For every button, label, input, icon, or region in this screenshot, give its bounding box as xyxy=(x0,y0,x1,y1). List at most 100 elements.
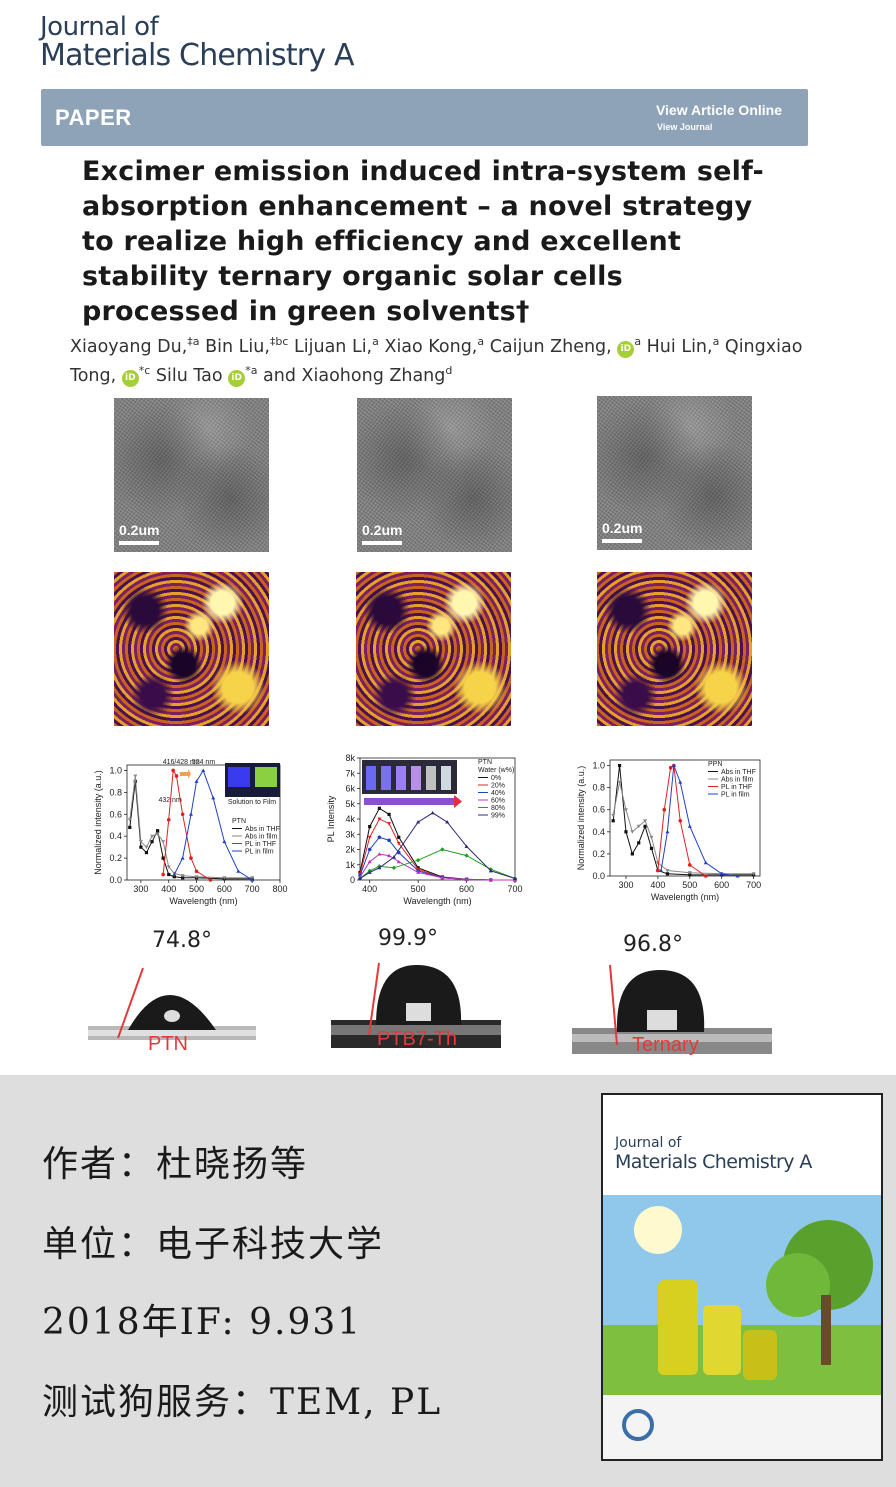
author-name[interactable]: Silu Tao xyxy=(155,365,223,386)
y-tick-label: 6k xyxy=(345,784,355,794)
y-tick-label: 0.0 xyxy=(592,871,605,881)
data-point xyxy=(387,853,392,858)
y-tick-label: 1.0 xyxy=(592,761,605,771)
legend-title: PPN xyxy=(708,761,722,768)
peak-annotation: 524 nm xyxy=(192,759,216,766)
data-point xyxy=(387,822,392,826)
orcid-icon[interactable]: iD xyxy=(617,340,635,358)
data-point xyxy=(358,876,362,880)
data-point xyxy=(127,818,132,822)
data-point xyxy=(611,819,615,823)
data-point xyxy=(387,838,391,843)
data-point xyxy=(440,875,445,880)
scale-label: 0.2um xyxy=(119,522,160,538)
data-point xyxy=(367,859,372,864)
data-point xyxy=(128,825,132,830)
data-point xyxy=(416,866,420,870)
author-affiliation-marker: ‡a xyxy=(187,335,200,348)
data-point xyxy=(367,870,372,874)
data-point xyxy=(643,824,647,828)
y-tick-label: 0.4 xyxy=(592,827,605,837)
journal-name-line2: Materials Chemistry A xyxy=(40,38,355,73)
afm-image-ternary xyxy=(597,572,752,726)
series-line xyxy=(660,765,738,877)
view-article-online-link[interactable]: View Article Online xyxy=(655,102,782,118)
x-tick-label: 700 xyxy=(245,884,260,894)
author-name[interactable]: Qingxiao Tong, xyxy=(70,336,803,386)
data-point xyxy=(194,869,199,874)
author-name[interactable]: Xiaoyang Du, xyxy=(70,336,188,357)
data-point xyxy=(688,873,692,877)
water-gradient-arrow xyxy=(364,798,454,805)
data-point xyxy=(430,810,435,815)
data-point xyxy=(656,868,660,873)
legend-entry: 80% xyxy=(491,805,505,812)
author-name[interactable]: Hui Lin, xyxy=(646,336,713,357)
data-point xyxy=(188,812,193,816)
data-point xyxy=(150,840,154,844)
contact-angle-value: 96.8° xyxy=(623,932,683,957)
data-point xyxy=(368,825,372,829)
series-line xyxy=(612,765,754,876)
data-point xyxy=(440,847,445,852)
author-name[interactable]: Xiao Kong, xyxy=(384,336,478,357)
data-point xyxy=(665,829,670,834)
data-point xyxy=(636,824,641,829)
cover-illustration xyxy=(603,1195,881,1459)
y-tick-label: 3k xyxy=(345,829,355,839)
x-tick-label: 400 xyxy=(161,884,176,894)
author-name[interactable]: Lijuan Li, xyxy=(294,336,373,357)
x-axis-label: Wavelength (nm) xyxy=(169,896,237,906)
data-point xyxy=(172,872,177,877)
peak-annotation: 432 nm xyxy=(158,797,182,804)
data-point xyxy=(396,841,401,846)
data-point xyxy=(139,845,143,849)
data-point xyxy=(194,779,199,783)
data-point xyxy=(391,855,396,859)
data-point xyxy=(488,878,493,882)
x-tick-label: 500 xyxy=(411,884,426,894)
data-point xyxy=(623,808,628,812)
data-point xyxy=(687,871,692,875)
data-point xyxy=(464,844,469,848)
data-point xyxy=(150,834,155,839)
y-axis-label: PL Intensity xyxy=(326,795,336,842)
y-axis-label: Normalized intensity (a.u.) xyxy=(576,766,586,871)
view-journal-link[interactable]: View Journal xyxy=(657,122,713,132)
y-tick-label: 8k xyxy=(345,753,355,763)
data-point xyxy=(189,856,193,860)
orcid-icon[interactable]: iD xyxy=(121,369,139,387)
data-point xyxy=(416,870,421,874)
y-tick-label: 4k xyxy=(345,814,355,824)
data-point xyxy=(643,819,648,823)
author-affiliation-marker: a xyxy=(477,335,485,348)
data-point xyxy=(671,763,676,768)
article-title: Excimer emission induced intra-system se… xyxy=(82,156,764,327)
data-point xyxy=(236,869,241,873)
author-name[interactable]: and Xiaohong Zhang xyxy=(263,365,446,386)
author-name[interactable]: Caijun Zheng, xyxy=(489,336,612,357)
series-line xyxy=(359,853,515,881)
x-tick-label: 700 xyxy=(746,880,761,890)
data-point xyxy=(751,872,756,876)
chart-ptn-aie-pl: 400 500 600 700 0 1k 2k 3k 4k 5k 6k 7k 8k Wavelength … xyxy=(326,752,530,912)
series-line xyxy=(612,781,754,875)
legend-title: PTN xyxy=(232,818,246,825)
author-name[interactable]: Bin Liu, xyxy=(205,336,270,357)
data-point xyxy=(377,806,381,810)
author-affiliation-marker: *a xyxy=(245,363,258,377)
data-point xyxy=(166,865,171,869)
series-line xyxy=(359,848,516,879)
y-tick-label: 0.4 xyxy=(109,831,122,841)
orcid-icon[interactable]: iD xyxy=(228,369,246,387)
x-tick-label: 300 xyxy=(618,880,633,890)
contact-angle-value: 74.8° xyxy=(152,928,212,953)
data-point xyxy=(201,768,206,772)
article-type-label: PAPER xyxy=(55,105,132,130)
data-point xyxy=(649,835,654,840)
inset-film-sample xyxy=(255,767,277,787)
data-point xyxy=(665,868,670,873)
data-point xyxy=(617,780,622,785)
droplet-image-ptn: PTN xyxy=(88,960,256,1055)
data-point xyxy=(172,875,176,879)
